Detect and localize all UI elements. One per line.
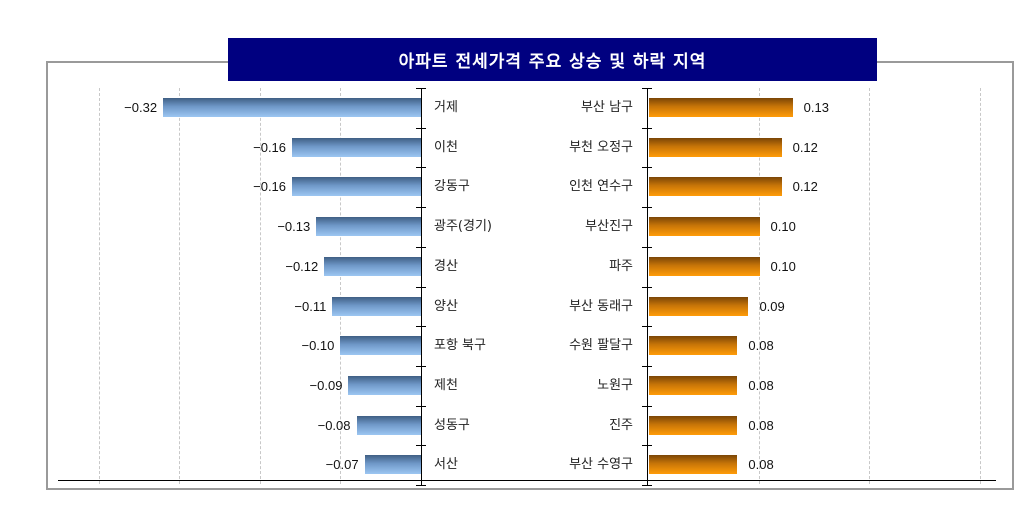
bar-increase xyxy=(649,296,749,316)
gridline xyxy=(98,88,100,484)
category-label: 진주 xyxy=(609,417,633,433)
bar-decline xyxy=(316,217,421,237)
left-panel-axis xyxy=(421,88,422,486)
bar-decline xyxy=(340,336,421,356)
bar-value-label: 0.08 xyxy=(748,457,774,473)
gridline xyxy=(340,88,342,484)
gridline xyxy=(979,88,981,484)
bar-value-label: −0.10 xyxy=(301,338,335,354)
chart-title: 아파트 전세가격 주요 상승 및 하락 지역 xyxy=(228,38,877,81)
bar-value-label: −0.13 xyxy=(277,219,311,235)
bar-decline xyxy=(364,455,421,475)
bar-value-label: −0.32 xyxy=(124,100,158,115)
chart-frame xyxy=(46,61,1014,490)
x-axis-baseline xyxy=(58,480,996,481)
bar-increase xyxy=(649,177,782,197)
category-label: 성동구 xyxy=(434,417,470,433)
bar-value-label: 0.10 xyxy=(770,258,796,274)
bar-increase xyxy=(649,98,793,117)
gridline xyxy=(179,88,181,484)
bar-decline xyxy=(292,177,421,197)
bar-decline xyxy=(163,98,421,117)
category-label: 수원 팔달구 xyxy=(569,338,633,354)
category-label: 광주(경기) xyxy=(434,219,492,235)
gridline xyxy=(758,88,760,484)
bar-value-label: 0.09 xyxy=(759,298,785,314)
bar-value-label: 0.12 xyxy=(792,139,818,155)
category-label: 양산 xyxy=(434,298,458,314)
bar-value-label: 0.08 xyxy=(748,377,774,393)
bar-increase xyxy=(649,256,760,276)
bar-decline xyxy=(348,375,421,395)
category-label: 부산진구 xyxy=(585,219,633,235)
bar-increase xyxy=(649,375,738,395)
gridline xyxy=(869,88,870,484)
gridline xyxy=(259,88,261,484)
bar-value-label: −0.16 xyxy=(253,179,287,195)
bar-value-label: −0.16 xyxy=(253,139,287,155)
category-label: 부산 동래구 xyxy=(569,298,633,314)
category-label: 인천 연수구 xyxy=(569,179,633,195)
chart-title-text: 아파트 전세가격 주요 상승 및 하락 지역 xyxy=(398,52,707,72)
bar-value-label: 0.10 xyxy=(770,219,796,235)
bar-value-label: −0.11 xyxy=(294,298,327,314)
category-label: 파주 xyxy=(609,258,633,274)
bar-value-label: −0.08 xyxy=(317,417,351,433)
bar-increase xyxy=(649,336,738,356)
bar-value-label: 0.08 xyxy=(748,417,774,433)
bar-value-label: 0.08 xyxy=(748,338,774,354)
category-label: 서산 xyxy=(434,457,458,473)
category-label: 포항 북구 xyxy=(434,338,486,354)
bar-value-label: 0.13 xyxy=(803,100,829,115)
bar-decline xyxy=(324,256,421,276)
category-label: 부산 수영구 xyxy=(569,457,633,473)
category-label: 제천 xyxy=(434,377,458,393)
bar-decline xyxy=(332,296,421,316)
bar-value-label: 0.12 xyxy=(792,179,818,195)
bar-decline xyxy=(292,137,421,157)
category-label: 노원구 xyxy=(597,377,633,393)
category-label: 부천 오정구 xyxy=(569,139,633,155)
bar-value-label: −0.07 xyxy=(325,457,359,473)
category-label: 부산 남구 xyxy=(581,100,633,115)
bar-increase xyxy=(649,217,760,237)
category-label: 거제 xyxy=(434,100,458,115)
bar-value-label: −0.12 xyxy=(285,258,319,274)
bar-increase xyxy=(649,415,738,435)
bar-decline xyxy=(356,415,421,435)
bar-value-label: −0.09 xyxy=(309,377,343,393)
bar-increase xyxy=(649,137,782,157)
bar-increase xyxy=(649,455,738,475)
category-label: 이천 xyxy=(434,139,458,155)
category-label: 경산 xyxy=(434,258,458,274)
category-label: 강동구 xyxy=(434,179,470,195)
right-panel-axis xyxy=(647,88,648,486)
